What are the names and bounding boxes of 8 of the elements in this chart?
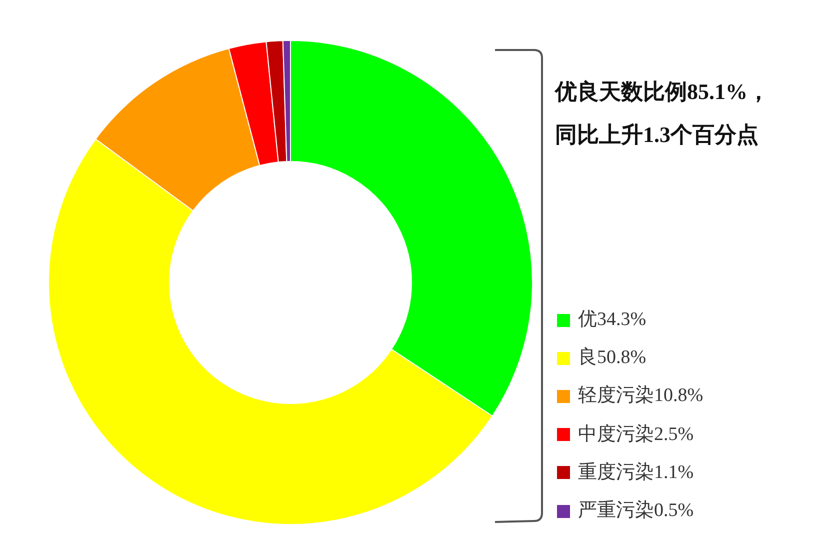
legend-label: 优34.3%: [578, 309, 646, 332]
legend-label: 轻度污染10.8%: [578, 385, 704, 408]
legend-label: 重度污染1.1%: [578, 462, 694, 484]
legend-label: 良50.8%: [578, 347, 646, 370]
legend-label: 中度污染2.5%: [578, 424, 694, 446]
text: 同比上升1.3个百分点: [555, 121, 758, 149]
legend-label: 严重污染0.5%: [578, 500, 694, 522]
text: 优良天数比例85.1%，: [555, 78, 770, 106]
